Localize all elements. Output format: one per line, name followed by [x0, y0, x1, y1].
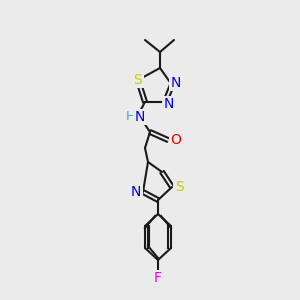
Text: F: F	[154, 271, 162, 285]
Text: N: N	[131, 185, 141, 199]
Text: N: N	[171, 76, 181, 90]
Text: S: S	[175, 180, 183, 194]
Text: H: H	[125, 110, 135, 124]
Text: O: O	[171, 133, 182, 147]
Text: S: S	[134, 73, 142, 87]
Text: N: N	[164, 97, 174, 111]
Text: N: N	[135, 110, 145, 124]
